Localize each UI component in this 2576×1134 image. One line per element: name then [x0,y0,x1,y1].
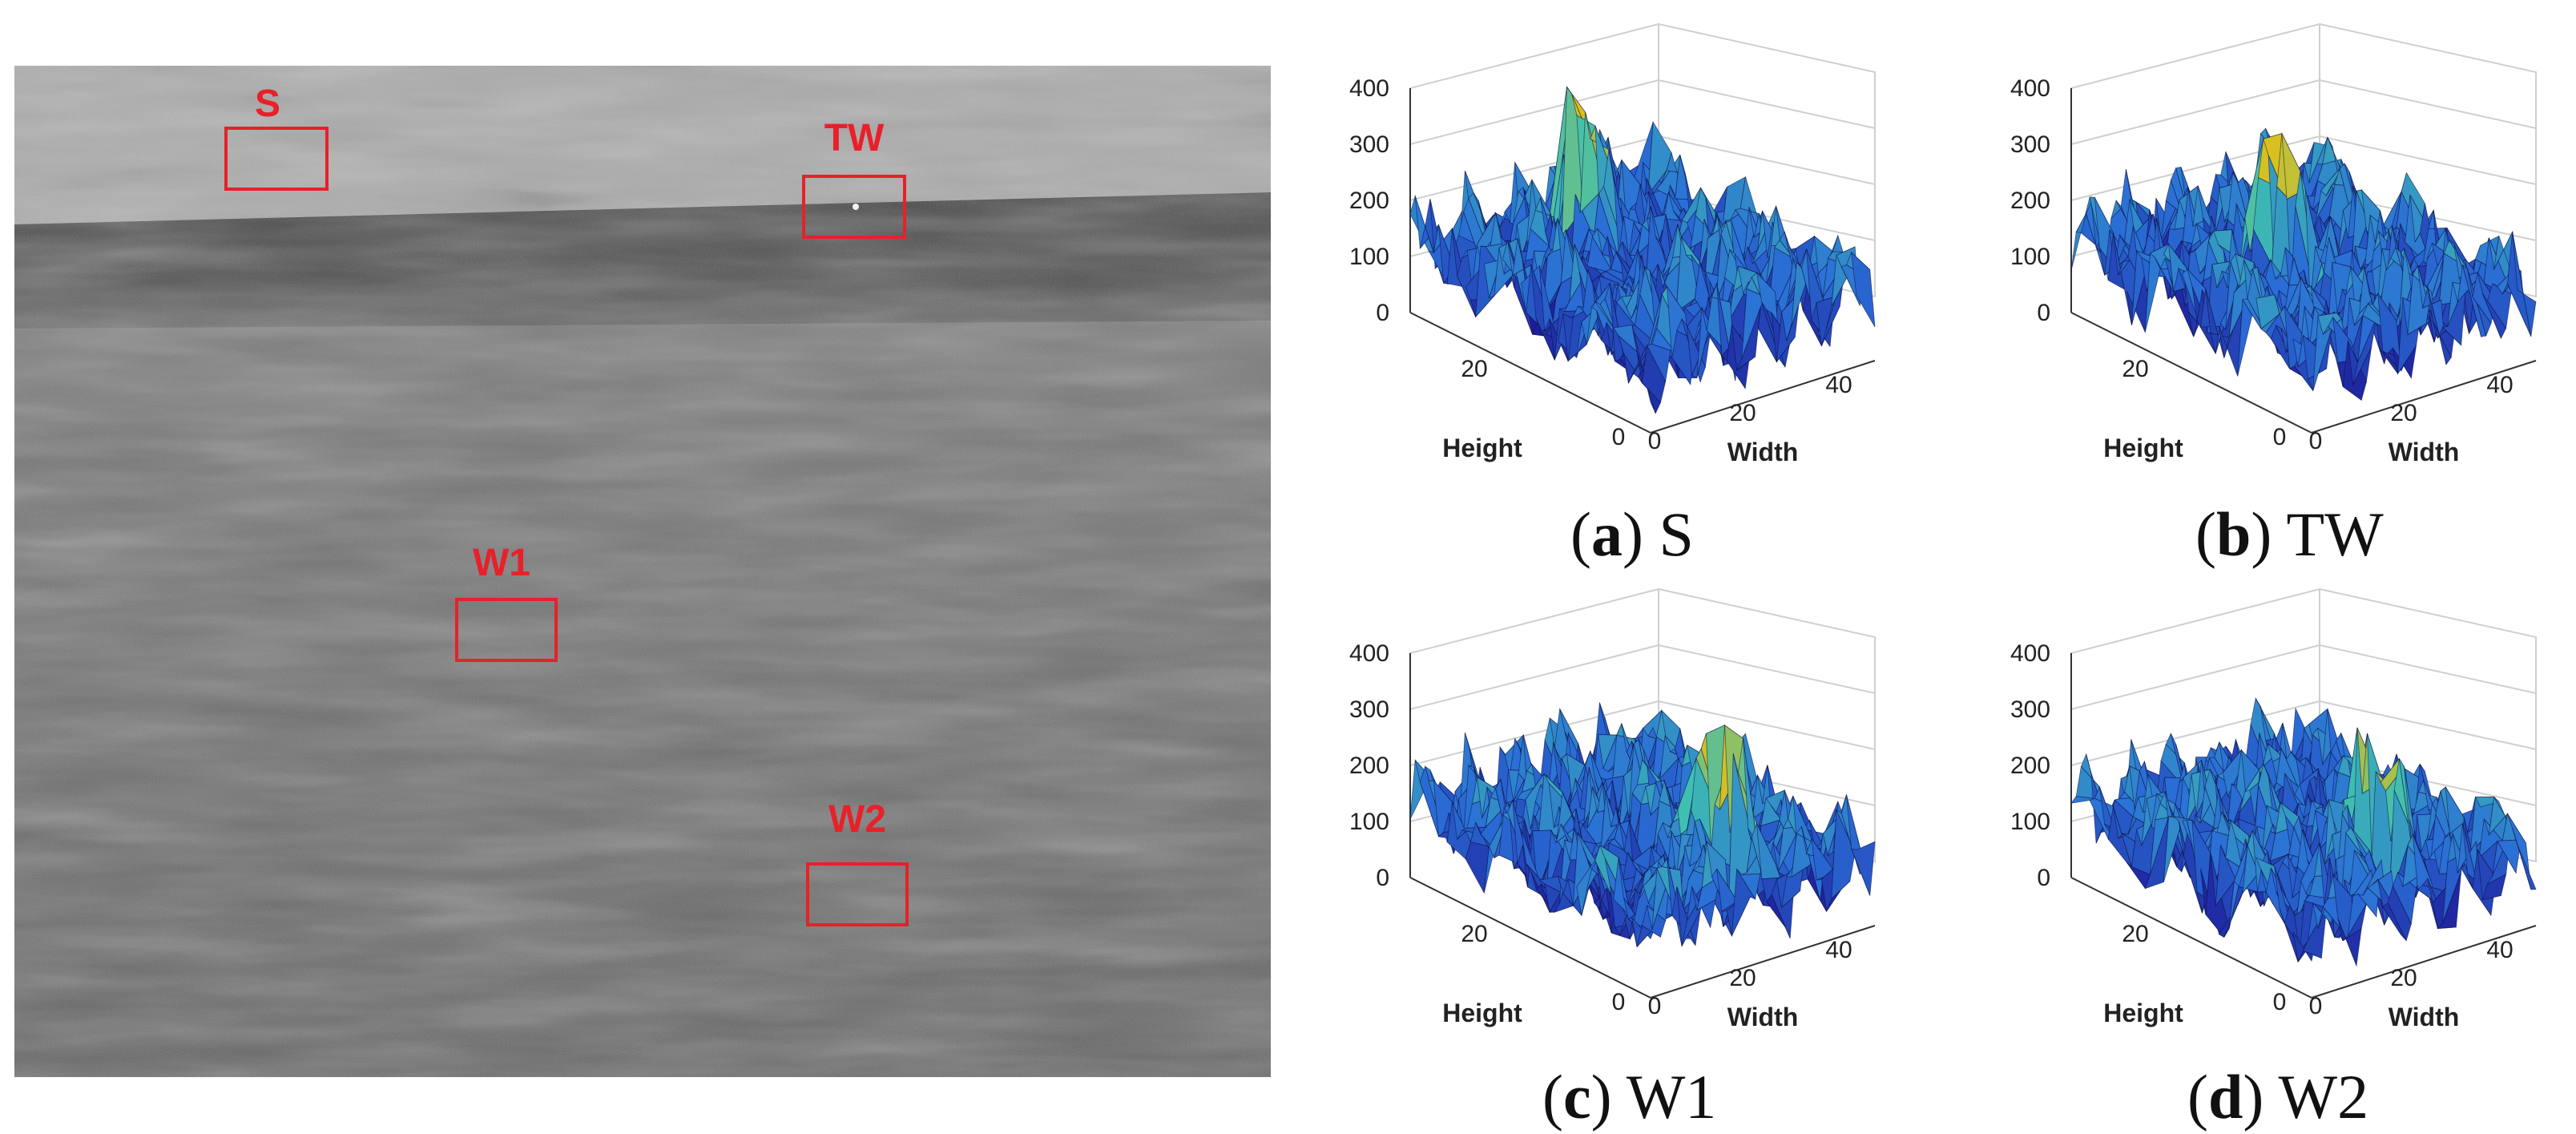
plot-axes [1409,653,1876,999]
z-tick-label: 300 [1349,696,1389,723]
height-tick-label: 0 [2273,424,2287,450]
plot-axes [2070,88,2537,434]
z-ticks: 400 300 200 100 0 [2010,75,2050,326]
width-tick-label: 20 [1729,400,1756,426]
height-ticks: 20 0 [2122,356,2286,450]
region-label-s: S [255,83,280,125]
plot-axes [2070,653,2537,999]
width-axis-label: Width [2389,1003,2460,1031]
caption-c: (c) W1 [1542,1062,1717,1132]
height-ticks: 20 0 [2122,921,2286,1015]
surface-mesh [2070,697,2537,967]
target-point [853,204,859,210]
height-axis-label: Height [2103,434,2183,462]
width-ticks: 0 20 40 [2309,372,2514,454]
z-tick-label: 400 [1349,75,1389,102]
height-tick-label: 0 [1612,989,1626,1015]
width-tick-label: 0 [1648,993,1662,1019]
height-tick-label: 0 [2273,989,2287,1015]
width-tick-label: 20 [2390,965,2417,991]
z-tick-label: 0 [1376,300,1389,326]
region-box-w1 [455,598,558,662]
height-tick-label: 20 [1461,921,1487,947]
width-ticks: 0 20 40 [1648,372,1852,454]
z-tick-label: 200 [2010,188,2050,214]
z-tick-label: 200 [2010,753,2050,779]
width-tick-label: 40 [1825,372,1852,398]
height-ticks: 20 0 [1461,356,1625,450]
height-tick-label: 0 [1612,424,1626,450]
width-ticks: 0 20 40 [1648,937,1852,1019]
z-ticks: 400 300 200 100 0 [1349,75,1389,326]
height-tick-label: 20 [1461,356,1487,382]
width-axis-label: Width [1727,1003,1799,1031]
plot-axes [1409,88,1876,434]
region-label-w2: W2 [828,798,886,841]
height-ticks: 20 0 [1461,921,1625,1015]
z-tick-label: 300 [1349,131,1389,158]
caption-b: (b) TW [2195,499,2384,569]
width-tick-label: 0 [2309,428,2323,454]
z-tick-label: 400 [2010,75,2050,102]
surface-mesh [2070,127,2537,402]
height-axis-label: Height [1442,999,1522,1027]
height-axis-label: Height [1442,434,1522,462]
width-tick-label: 20 [2390,400,2417,426]
z-tick-label: 300 [2010,696,2050,723]
width-tick-label: 40 [2486,937,2513,963]
region-overlays: S TW W1 W2 [224,83,909,926]
z-tick-label: 200 [1349,753,1389,779]
z-tick-label: 0 [2037,300,2050,326]
width-tick-label: 0 [2309,993,2323,1019]
infrared-photo [14,66,1271,1077]
z-tick-label: 200 [1349,188,1389,214]
height-axis-label: Height [2103,999,2183,1027]
z-tick-label: 100 [2010,809,2050,835]
width-tick-label: 0 [1648,428,1662,454]
region-label-w1: W1 [473,542,530,584]
z-tick-label: 400 [1349,640,1389,667]
z-tick-label: 400 [2010,640,2050,667]
height-tick-label: 20 [2122,921,2148,947]
width-tick-label: 40 [1825,937,1852,963]
caption-d: (d) W2 [2187,1062,2369,1132]
width-tick-label: 20 [1729,965,1756,991]
width-axis-label: Width [1727,438,1799,466]
z-tick-label: 100 [1349,244,1389,270]
z-tick-label: 0 [1376,865,1389,891]
width-ticks: 0 20 40 [2309,937,2514,1019]
z-tick-label: 0 [2037,865,2050,891]
region-box-w2 [806,862,909,926]
caption-a: (a) S [1570,499,1694,569]
z-ticks: 400 300 200 100 0 [1349,640,1389,891]
height-tick-label: 20 [2122,356,2148,382]
surface-mesh [1409,702,1876,948]
z-tick-label: 100 [2010,244,2050,270]
region-label-tw: TW [824,117,885,159]
width-tick-label: 40 [2486,372,2513,398]
width-axis-label: Width [2389,438,2460,466]
region-box-tw [802,175,906,239]
z-ticks: 400 300 200 100 0 [2010,640,2050,891]
z-tick-label: 100 [1349,809,1389,835]
surface-mesh [1409,86,1876,415]
region-box-s [224,127,329,191]
z-tick-label: 300 [2010,131,2050,158]
